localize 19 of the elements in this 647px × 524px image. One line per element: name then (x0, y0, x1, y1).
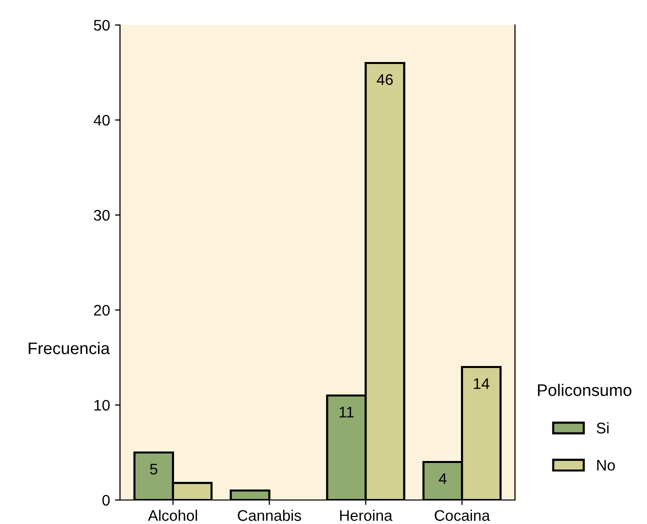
legend-label: Si (596, 422, 609, 434)
y-axis-title: Frecuencia (28, 342, 110, 354)
y-tick-label: 10 (94, 400, 110, 411)
data-label: 5 (150, 464, 158, 474)
x-tick-label: Cannabis (238, 510, 302, 521)
data-label: 46 (376, 74, 393, 85)
y-tick-label: 20 (94, 304, 110, 316)
y-tick-label: 0 (102, 494, 110, 506)
x-tick-label: Alcohol (148, 510, 198, 521)
x-tick-label: Cocaina (434, 510, 490, 521)
data-label: 4 (438, 473, 447, 484)
y-tick-label: 30 (94, 210, 110, 221)
legend-label: No (597, 460, 615, 471)
data-label: 14 (474, 378, 490, 389)
y-tick-label: 40 (94, 114, 110, 126)
data-label: 11 (340, 406, 354, 418)
legend-title: Policonsumo (538, 384, 632, 396)
y-tick-label: 50 (94, 20, 110, 31)
x-tick-label: Heroina (340, 510, 392, 521)
